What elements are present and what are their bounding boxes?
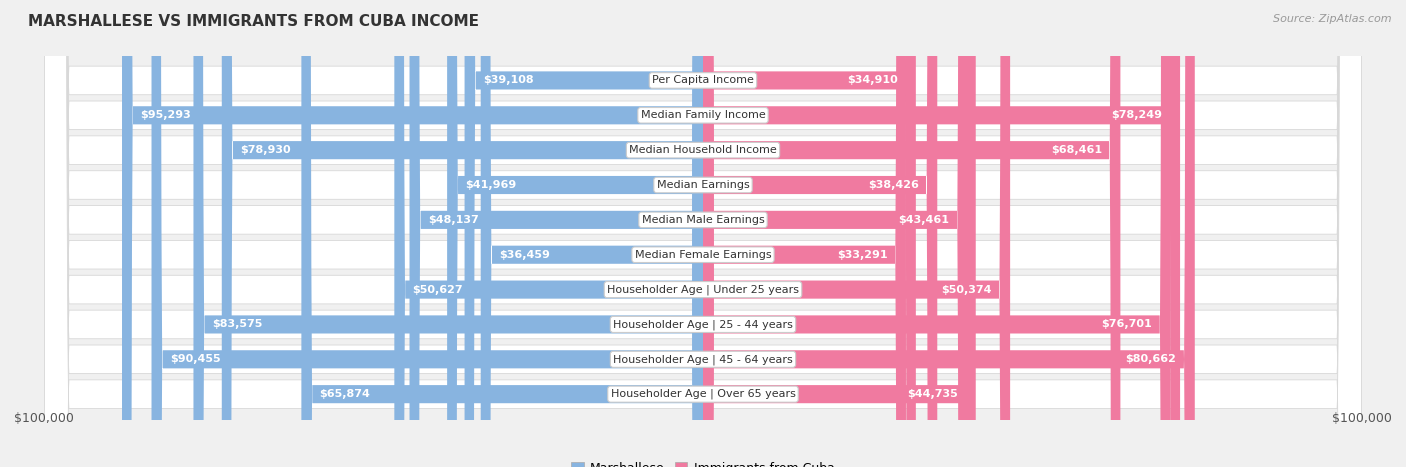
FancyBboxPatch shape	[45, 0, 1361, 467]
FancyBboxPatch shape	[45, 0, 1361, 467]
FancyBboxPatch shape	[703, 0, 1121, 467]
Text: Median Male Earnings: Median Male Earnings	[641, 215, 765, 225]
Text: $68,461: $68,461	[1050, 145, 1102, 155]
Text: Householder Age | Over 65 years: Householder Age | Over 65 years	[610, 389, 796, 399]
FancyBboxPatch shape	[703, 0, 915, 467]
Text: $80,662: $80,662	[1126, 354, 1177, 364]
Text: $90,455: $90,455	[170, 354, 221, 364]
Text: $50,374: $50,374	[942, 284, 991, 295]
Text: Householder Age | 25 - 44 years: Householder Age | 25 - 44 years	[613, 319, 793, 330]
FancyBboxPatch shape	[447, 0, 703, 467]
FancyBboxPatch shape	[122, 0, 703, 467]
Text: $65,874: $65,874	[319, 389, 371, 399]
FancyBboxPatch shape	[481, 0, 703, 467]
FancyBboxPatch shape	[152, 0, 703, 467]
Text: $78,930: $78,930	[240, 145, 291, 155]
FancyBboxPatch shape	[301, 0, 703, 467]
FancyBboxPatch shape	[45, 0, 1361, 467]
Text: $36,459: $36,459	[499, 250, 550, 260]
FancyBboxPatch shape	[703, 0, 938, 467]
FancyBboxPatch shape	[45, 0, 1361, 467]
FancyBboxPatch shape	[45, 0, 1361, 467]
Text: $76,701: $76,701	[1101, 319, 1153, 329]
Text: $38,426: $38,426	[868, 180, 920, 190]
FancyBboxPatch shape	[222, 0, 703, 467]
FancyBboxPatch shape	[703, 0, 1180, 467]
Text: Median Household Income: Median Household Income	[628, 145, 778, 155]
FancyBboxPatch shape	[703, 0, 1195, 467]
Text: Median Earnings: Median Earnings	[657, 180, 749, 190]
Text: MARSHALLESE VS IMMIGRANTS FROM CUBA INCOME: MARSHALLESE VS IMMIGRANTS FROM CUBA INCO…	[28, 14, 479, 29]
FancyBboxPatch shape	[394, 0, 703, 467]
FancyBboxPatch shape	[703, 0, 976, 467]
FancyBboxPatch shape	[703, 0, 1171, 467]
Text: $34,910: $34,910	[846, 76, 897, 85]
Text: Median Family Income: Median Family Income	[641, 110, 765, 120]
Text: $100,000: $100,000	[1331, 412, 1392, 425]
Text: $78,249: $78,249	[1111, 110, 1161, 120]
FancyBboxPatch shape	[45, 0, 1361, 467]
Text: $41,969: $41,969	[465, 180, 516, 190]
Text: Householder Age | Under 25 years: Householder Age | Under 25 years	[607, 284, 799, 295]
Text: $44,735: $44,735	[907, 389, 957, 399]
FancyBboxPatch shape	[45, 0, 1361, 467]
FancyBboxPatch shape	[703, 0, 967, 467]
Legend: Marshallese, Immigrants from Cuba: Marshallese, Immigrants from Cuba	[567, 457, 839, 467]
FancyBboxPatch shape	[464, 0, 703, 467]
Text: $33,291: $33,291	[837, 250, 887, 260]
Text: $100,000: $100,000	[14, 412, 75, 425]
FancyBboxPatch shape	[45, 0, 1361, 467]
Text: Per Capita Income: Per Capita Income	[652, 76, 754, 85]
FancyBboxPatch shape	[703, 0, 905, 467]
Text: $50,627: $50,627	[412, 284, 463, 295]
FancyBboxPatch shape	[703, 0, 1010, 467]
FancyBboxPatch shape	[194, 0, 703, 467]
Text: Median Female Earnings: Median Female Earnings	[634, 250, 772, 260]
Text: $83,575: $83,575	[212, 319, 262, 329]
Text: $39,108: $39,108	[482, 76, 533, 85]
Text: $48,137: $48,137	[427, 215, 478, 225]
Text: $95,293: $95,293	[141, 110, 191, 120]
Text: $43,461: $43,461	[898, 215, 949, 225]
FancyBboxPatch shape	[45, 0, 1361, 467]
Text: Source: ZipAtlas.com: Source: ZipAtlas.com	[1274, 14, 1392, 24]
Text: Householder Age | 45 - 64 years: Householder Age | 45 - 64 years	[613, 354, 793, 365]
FancyBboxPatch shape	[45, 0, 1361, 467]
FancyBboxPatch shape	[409, 0, 703, 467]
